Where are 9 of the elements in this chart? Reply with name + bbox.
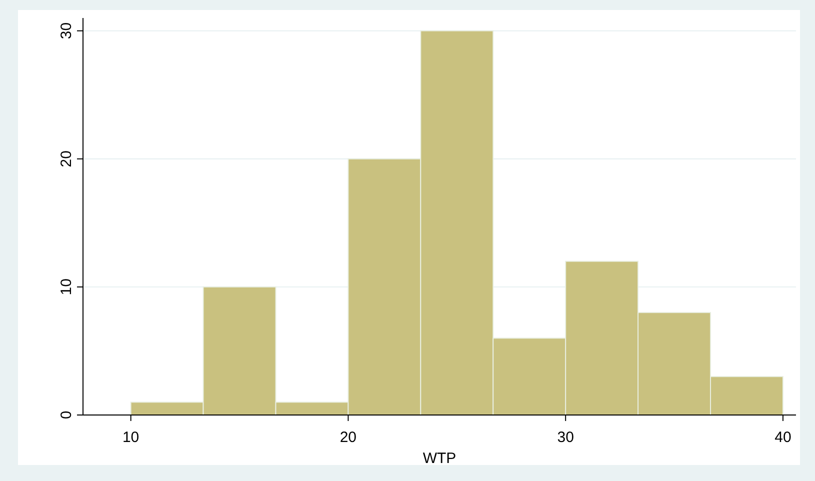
y-tick-label: 20 — [58, 150, 75, 168]
x-tick-label: 10 — [122, 429, 140, 446]
x-tick-label: 20 — [340, 429, 357, 446]
x-axis-title: WTP — [422, 450, 456, 467]
x-tick-label: 40 — [774, 429, 792, 446]
y-tick-label: 30 — [58, 22, 75, 40]
y-tick-label: 0 — [58, 410, 75, 420]
y-tick-label: 10 — [58, 278, 75, 296]
x-tick-label: 30 — [557, 429, 574, 446]
